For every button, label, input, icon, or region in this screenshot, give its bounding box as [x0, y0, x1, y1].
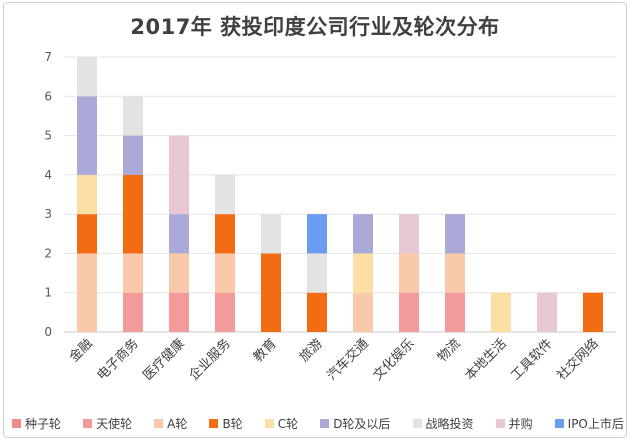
bar-segment — [583, 292, 603, 332]
y-tick-label: 2 — [44, 246, 52, 260]
bar-segment — [307, 292, 327, 332]
bar-segment — [169, 253, 189, 293]
bar-segment — [445, 292, 465, 332]
bar-segment — [123, 135, 143, 175]
bar-segment — [445, 214, 465, 254]
bar-segment — [215, 174, 235, 215]
bar-segment — [399, 214, 419, 254]
legend-item: IPO上市后 — [554, 415, 624, 432]
x-tick-label: 教育 — [250, 336, 280, 366]
x-tick-label: 物流 — [435, 336, 464, 365]
bar-segment — [537, 292, 557, 332]
bar-segment — [445, 253, 465, 293]
x-tick-label: 电子商务 — [94, 336, 142, 384]
bar-segment — [353, 292, 373, 332]
y-tick-label: 7 — [44, 50, 52, 64]
bar-segment — [169, 292, 189, 332]
legend-label: C轮 — [277, 417, 299, 431]
bar-segment — [77, 174, 97, 215]
legend-swatch — [264, 419, 274, 428]
bar-segment — [123, 253, 143, 293]
bar-segment — [215, 253, 235, 293]
legend-item: A轮 — [154, 415, 187, 432]
x-tick-label: 旅游 — [297, 336, 326, 365]
bar-segment — [353, 214, 373, 254]
chart-frame: 2017年 获投印度公司行业及轮次分布 0 1 2 3 4 5 6 7 金融 电子商务 医疗健康 企业… — [3, 2, 627, 438]
bar-segment — [169, 214, 189, 254]
bar-segment — [399, 292, 419, 332]
legend-label: IPO上市后 — [567, 417, 624, 431]
legend-item: 战略投资 — [412, 415, 474, 432]
bar-segment — [353, 253, 373, 293]
x-tick-label: 文化娱乐 — [370, 336, 417, 383]
bar-segment — [77, 253, 97, 332]
x-tick-label: 工具软件 — [508, 336, 555, 383]
bar-segment — [77, 214, 97, 254]
bar-segment — [77, 96, 97, 175]
legend-label: 种子轮 — [25, 417, 62, 431]
legend-item: C轮 — [264, 415, 299, 432]
legend-swatch — [83, 419, 93, 428]
legend-item: 种子轮 — [12, 415, 61, 432]
legend-swatch — [154, 419, 164, 428]
bar-segment — [491, 292, 511, 332]
bar-segment — [261, 214, 281, 254]
legend-swatch — [320, 419, 330, 428]
legend-swatch — [12, 419, 21, 428]
bar-segment — [169, 135, 189, 215]
legend-item: D轮及以后 — [320, 415, 390, 432]
legend-item: 并购 — [495, 415, 533, 432]
chart-legend: 种子轮 天使轮 A轮 B轮 C轮 D轮及以后 战略投资 并购 IPO上市后 — [12, 415, 624, 432]
bar-segment — [261, 253, 281, 332]
legend-swatch — [209, 419, 219, 428]
legend-label: B轮 — [222, 417, 243, 431]
legend-item: 天使轮 — [83, 415, 132, 432]
x-tick-label: 本地生活 — [462, 336, 509, 383]
y-tick-label: 0 — [44, 325, 52, 339]
bar-segment — [215, 214, 235, 254]
legend-swatch — [495, 419, 505, 428]
bar-segment — [399, 253, 419, 293]
legend-label: 天使轮 — [96, 417, 133, 431]
x-tick-label: 金融 — [66, 336, 96, 366]
legend-swatch — [554, 419, 564, 428]
chart-title: 2017年 获投印度公司行业及轮次分布 — [130, 15, 500, 39]
legend-label: A轮 — [167, 417, 188, 431]
legend-item: B轮 — [209, 415, 243, 432]
legend-label: 并购 — [508, 417, 533, 431]
bar-segment — [307, 253, 327, 293]
y-tick-label: 5 — [44, 129, 52, 143]
legend-label: 战略投资 — [425, 417, 474, 431]
x-tick-label: 汽车交通 — [324, 336, 372, 384]
bar-segment — [123, 292, 143, 332]
legend-swatch — [412, 419, 422, 428]
bar-segment — [123, 96, 143, 136]
y-tick-label: 1 — [44, 286, 52, 300]
bar-segment — [307, 214, 327, 254]
y-tick-label: 4 — [44, 168, 52, 182]
y-tick-label: 3 — [44, 207, 52, 221]
legend-label: D轮及以后 — [333, 417, 391, 431]
x-tick-label: 医疗健康 — [140, 336, 188, 384]
y-tick-label: 6 — [44, 89, 52, 103]
bar-segment — [123, 174, 143, 254]
bar-segment — [77, 57, 97, 97]
x-tick-label: 社交网络 — [554, 336, 602, 384]
x-tick-label: 企业服务 — [186, 336, 234, 384]
bar-segment — [215, 292, 235, 332]
